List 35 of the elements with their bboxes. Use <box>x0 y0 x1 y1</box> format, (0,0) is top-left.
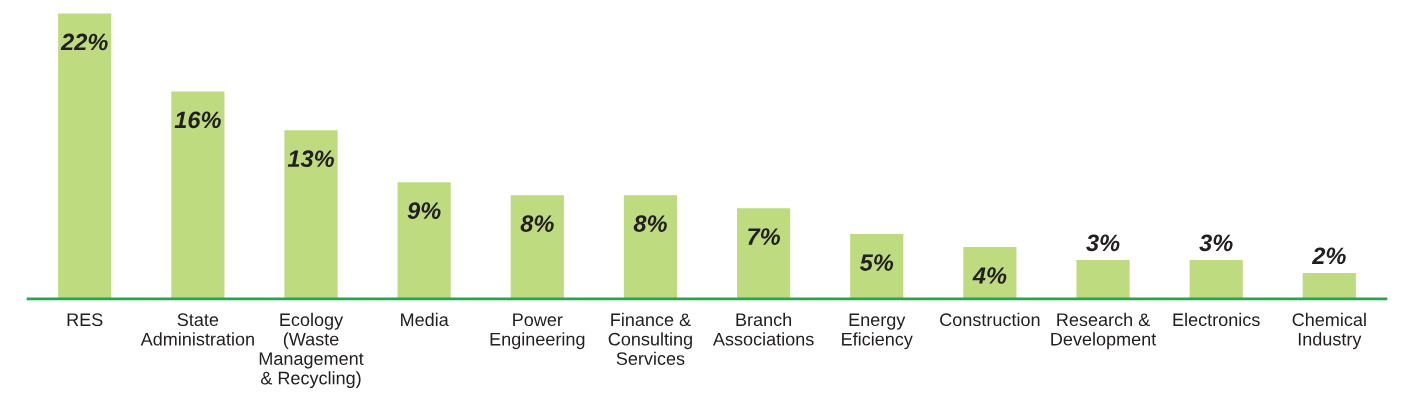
bar <box>1189 260 1243 299</box>
x-tick-label: Ecology (Waste Management & Recycling) <box>259 312 364 389</box>
data-label: 8% <box>633 215 667 232</box>
bar <box>171 91 225 299</box>
bar <box>1302 273 1356 299</box>
x-tick-label: Chemical Industry <box>1292 312 1366 350</box>
data-label: 3% <box>1199 234 1233 252</box>
x-tick-label: Research & Development <box>1051 312 1157 350</box>
x-tick-label: Electronics <box>1173 312 1260 327</box>
data-label: 3% <box>1086 234 1120 252</box>
data-label: 22% <box>60 33 108 51</box>
bar <box>510 195 564 299</box>
x-tick-label: Media <box>401 312 449 327</box>
x-tick-label: Energy Eficiency <box>842 313 913 350</box>
data-label: 7% <box>748 228 780 245</box>
data-label: 4% <box>972 267 1007 284</box>
data-label: 16% <box>174 111 221 129</box>
x-tick-label: Power Engineering <box>490 313 585 350</box>
bar <box>397 182 451 299</box>
data-label: 13% <box>287 150 334 168</box>
bar <box>284 130 338 299</box>
x-tick-label: State Administration <box>140 313 254 346</box>
x-tick-label: Branch Associations <box>712 312 814 346</box>
x-tick-label: Construction <box>940 312 1040 327</box>
x-tick-label: Finance & Consulting Services <box>608 312 692 366</box>
bar <box>850 234 904 299</box>
bar <box>737 208 791 299</box>
bar <box>58 13 112 299</box>
x-tick-label: RES <box>67 313 103 327</box>
bar <box>623 195 678 299</box>
data-label: 9% <box>407 202 441 219</box>
data-label: 5% <box>859 254 894 271</box>
bar <box>1076 260 1130 299</box>
data-label: 2% <box>1311 247 1346 265</box>
data-label: 8% <box>520 215 554 232</box>
